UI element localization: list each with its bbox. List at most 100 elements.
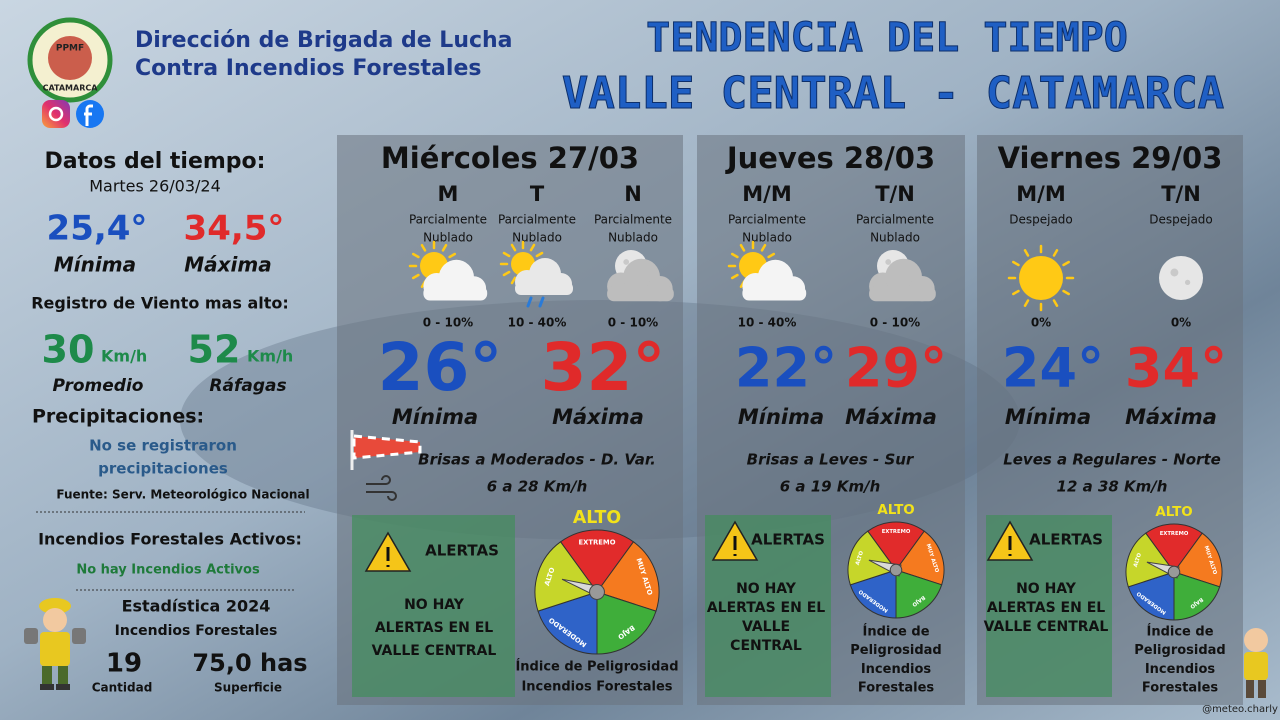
wind-avg: 30	[42, 328, 95, 372]
sun-disc	[1019, 256, 1063, 300]
alert-box	[352, 515, 515, 697]
sky-text: Nublado	[608, 231, 658, 245]
alert-text: ALERTAS EN EL	[707, 600, 825, 616]
rain-chance: 10 - 40%	[508, 316, 567, 330]
gauge-hub	[889, 563, 903, 577]
gauge-segment	[1145, 523, 1203, 573]
sun-ray	[730, 252, 739, 259]
cloud-part	[869, 286, 936, 302]
index-text: Peligrosidad	[850, 643, 941, 658]
alert-text: NO HAY	[1016, 581, 1077, 597]
sky-text: Parcialmente	[498, 213, 576, 227]
sun-ray	[529, 243, 536, 252]
alert-title: ALERTAS	[751, 531, 825, 549]
sun-ray	[411, 252, 420, 259]
gauge-hub	[589, 584, 605, 600]
facebook-glyph	[84, 104, 93, 126]
instagram-icon[interactable]	[42, 100, 70, 128]
index-text: Incendios	[861, 662, 932, 677]
gauge-level: ALTO	[1155, 505, 1192, 520]
instagram-glyph	[48, 106, 64, 122]
gauge-segment	[559, 529, 635, 593]
wind-text: Leves a Regulares - Norte	[1003, 451, 1221, 469]
date: Martes 26/03/24	[89, 177, 221, 196]
alert-title: ALERTAS	[1029, 531, 1103, 549]
rain-chance: 0%	[1031, 316, 1051, 330]
sky-text: Despejado	[1149, 213, 1213, 227]
sun-ray	[739, 243, 746, 252]
cloud-icon	[515, 258, 573, 295]
index-text: Peligrosidad	[1134, 643, 1225, 658]
sun-ray	[448, 252, 457, 259]
cloud-icon	[742, 259, 807, 301]
gauge-segment	[534, 541, 598, 612]
moon-crater	[885, 259, 892, 265]
source: Fuente: Serv. Meteorológico Nacional	[56, 488, 309, 502]
index-text: Índice de	[1146, 624, 1213, 640]
gauge-segment	[596, 541, 660, 612]
sun-ray	[420, 243, 427, 252]
wind-text: 6 a 28 Km/h	[487, 478, 588, 496]
wind-avg-label: Promedio	[53, 376, 144, 396]
sun-ray	[1023, 299, 1030, 307]
logo-top: PPMF	[56, 44, 84, 54]
period-label: N	[624, 182, 642, 206]
gauge-label: EXTREMO	[578, 538, 615, 546]
day-title: Viernes 29/03	[998, 141, 1223, 175]
max-temp: 29°	[845, 337, 947, 400]
max-temp: 34°	[1125, 337, 1227, 400]
stats-count: 19	[106, 649, 142, 679]
period-label: M/M	[742, 182, 791, 206]
min-label: Mínima	[392, 405, 478, 429]
sun-ray	[502, 270, 511, 277]
moon-disc	[1159, 256, 1203, 300]
gauge-label: EXTREMO	[882, 529, 911, 535]
logo-bottom: CATAMARCA	[43, 84, 99, 93]
min-temp: 26°	[378, 329, 503, 406]
min-label: Mínima	[54, 253, 136, 277]
sun-ray	[441, 243, 448, 252]
rain-chance: 0 - 10%	[608, 316, 658, 330]
alert-title: ALERTAS	[425, 542, 499, 560]
logo-emblem	[48, 36, 92, 80]
day-title: Jueves 28/03	[725, 141, 935, 175]
sun-ray	[1012, 289, 1020, 296]
rain-chance: 0%	[1171, 316, 1191, 330]
sun-ray	[1062, 289, 1070, 296]
wind-text: Brisas a Moderados - D. Var.	[418, 451, 656, 469]
gauge-segment	[849, 569, 897, 619]
wind-text: 6 a 19 Km/h	[780, 478, 881, 496]
alert-text: VALLE	[742, 619, 790, 635]
gauge-level: ALTO	[573, 508, 621, 528]
alert-text: NO HAY	[736, 581, 797, 597]
gauge-segment	[537, 591, 598, 655]
max-temp: 32°	[541, 329, 666, 406]
index-text: Forestales	[858, 681, 935, 696]
cloud-part	[423, 286, 488, 301]
section-title: Registro de Viento mas alto:	[31, 294, 289, 313]
moon-crater	[623, 259, 630, 265]
min-temp: 22°	[735, 337, 837, 400]
stats-area: 75,0 has	[192, 649, 307, 677]
stats-subtitle: Incendios Forestales	[115, 623, 278, 639]
max-label: Máxima	[552, 405, 644, 429]
section-title: Incendios Forestales Activos:	[38, 530, 302, 549]
cloud-icon	[423, 259, 488, 301]
precip-text: precipitaciones	[98, 460, 228, 478]
index-text: Forestales	[1142, 681, 1219, 696]
sky-text: Nublado	[512, 231, 562, 245]
wind-icon	[366, 475, 397, 501]
gauge-hub	[1167, 565, 1181, 579]
index-text: Índice de	[862, 624, 929, 640]
gauge-label: EXTREMO	[1160, 531, 1189, 537]
max-label: Máxima	[184, 253, 272, 277]
max-label: Máxima	[1125, 405, 1217, 429]
alert-text: VALLE CENTRAL	[984, 619, 1109, 635]
sun-icon	[1007, 244, 1075, 312]
wind-unit: Km/h	[247, 347, 293, 366]
gauge-segment	[895, 530, 945, 586]
gauge-segment	[847, 530, 897, 586]
sun-ray	[1062, 260, 1070, 267]
main-title: TENDENCIA DEL TIEMPO	[646, 15, 1128, 61]
